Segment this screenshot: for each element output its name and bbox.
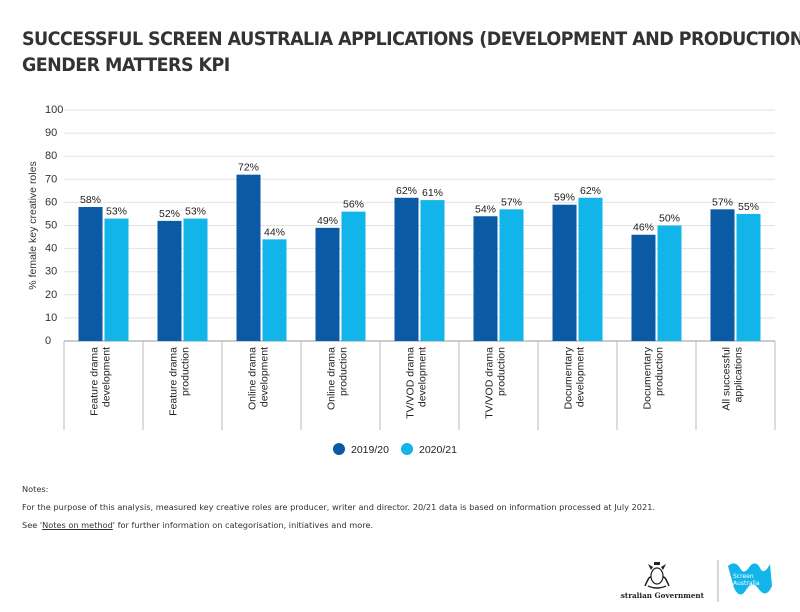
x-tick-label: development (101, 347, 113, 407)
screen-australia-text-2: Australia (733, 580, 760, 587)
bar (578, 197, 603, 341)
bar (631, 234, 656, 341)
australian-government-text: Australian Government (620, 591, 705, 600)
bar (657, 225, 682, 341)
y-axis-title: % female key creative roles (27, 161, 39, 289)
x-tick-label: TV/VOD drama (484, 347, 496, 419)
data-label: 53% (185, 206, 206, 218)
legend-label: 2020/21 (419, 444, 457, 456)
data-label: 44% (264, 226, 285, 238)
chart-title: SUCCESSFUL SCREEN AUSTRALIA APPLICATIONS… (22, 26, 800, 78)
data-label: 59% (554, 192, 575, 204)
y-tick-label: 90 (45, 127, 57, 139)
x-tick-label: production (338, 347, 350, 396)
x-tick-label: development (417, 347, 429, 407)
notes-line-2: See 'Notes on method' for further inform… (22, 520, 655, 530)
data-label: 54% (475, 203, 496, 215)
x-tick-label: applications (733, 347, 745, 402)
coat-of-arms-icon (644, 562, 670, 589)
bar (473, 216, 498, 341)
data-label: 52% (159, 208, 180, 220)
data-label: 53% (106, 206, 127, 218)
bar (394, 197, 419, 341)
bar (236, 174, 261, 341)
bar (78, 207, 103, 341)
data-label: 57% (501, 196, 522, 208)
data-label: 46% (633, 222, 654, 234)
x-tick-label: Online drama (326, 347, 338, 410)
y-tick-label: 30 (45, 266, 57, 278)
legend-label: 2019/20 (351, 444, 389, 456)
screen-australia-text-1: Screen (733, 573, 754, 580)
data-label: 61% (422, 187, 443, 199)
x-tick-label: Online drama (247, 347, 259, 410)
data-label: 50% (659, 213, 680, 225)
x-tick-label: production (654, 347, 666, 396)
title-line-1: SUCCESSFUL SCREEN AUSTRALIA APPLICATIONS… (22, 28, 800, 50)
notes-on-method-link[interactable]: Notes on method (42, 520, 113, 530)
data-label: 55% (738, 201, 759, 213)
y-tick-label: 60 (45, 196, 57, 208)
data-label: 62% (580, 185, 601, 197)
x-tick-label: All successful (721, 347, 733, 411)
x-tick-label: Documentary (563, 346, 575, 409)
bar (315, 227, 340, 341)
data-label: 56% (343, 199, 364, 211)
x-tick-label: TV/VOD drama (405, 347, 417, 419)
x-tick-label: development (259, 347, 271, 407)
data-label: 58% (80, 194, 101, 206)
logos: Australian Government Screen Australia (620, 560, 772, 602)
data-label: 49% (317, 215, 338, 227)
x-tick-label: production (180, 347, 192, 396)
bar (157, 220, 182, 341)
notes-line-2-prefix: See ' (22, 520, 43, 530)
bar (420, 200, 445, 341)
y-tick-label: 80 (45, 150, 57, 162)
bar (499, 209, 524, 341)
screen-australia-logo-icon: Screen Australia (728, 563, 772, 595)
legend-marker (333, 443, 345, 455)
bar (736, 213, 761, 341)
y-tick-label: 70 (45, 173, 57, 185)
x-tick-label: production (496, 347, 508, 396)
notes: Notes: For the purpose of this analysis,… (22, 484, 655, 538)
x-tick-label: Feature drama (89, 347, 101, 416)
bar (710, 209, 735, 341)
legend-marker (401, 443, 413, 455)
y-tick-label: 40 (45, 243, 57, 255)
bar-chart: 0 10 20 30 40 50 60 70 80 90 100 % female key creat… (27, 104, 776, 456)
x-tick-label: Feature drama (168, 347, 180, 416)
y-tick-label: 50 (45, 220, 57, 232)
bar (552, 204, 577, 341)
bar (262, 239, 287, 341)
y-tick-label: 0 (45, 335, 51, 347)
notes-line-2-suffix: ' for further information on categorisat… (112, 520, 374, 530)
data-label: 57% (712, 196, 733, 208)
x-tick-label: development (575, 347, 587, 407)
bar (341, 211, 366, 341)
bar (104, 218, 129, 341)
notes-heading: Notes: (22, 484, 49, 494)
bar (183, 218, 208, 341)
notes-line-1: For the purpose of this analysis, measur… (22, 502, 655, 512)
x-tick-label: Documentary (642, 346, 654, 409)
title-line-2: GENDER MATTERS KPI (22, 54, 230, 76)
y-tick-label: 10 (45, 312, 57, 324)
y-tick-label: 20 (45, 289, 57, 301)
data-label: 72% (238, 162, 259, 174)
y-tick-label: 100 (45, 104, 63, 116)
data-label: 62% (396, 185, 417, 197)
